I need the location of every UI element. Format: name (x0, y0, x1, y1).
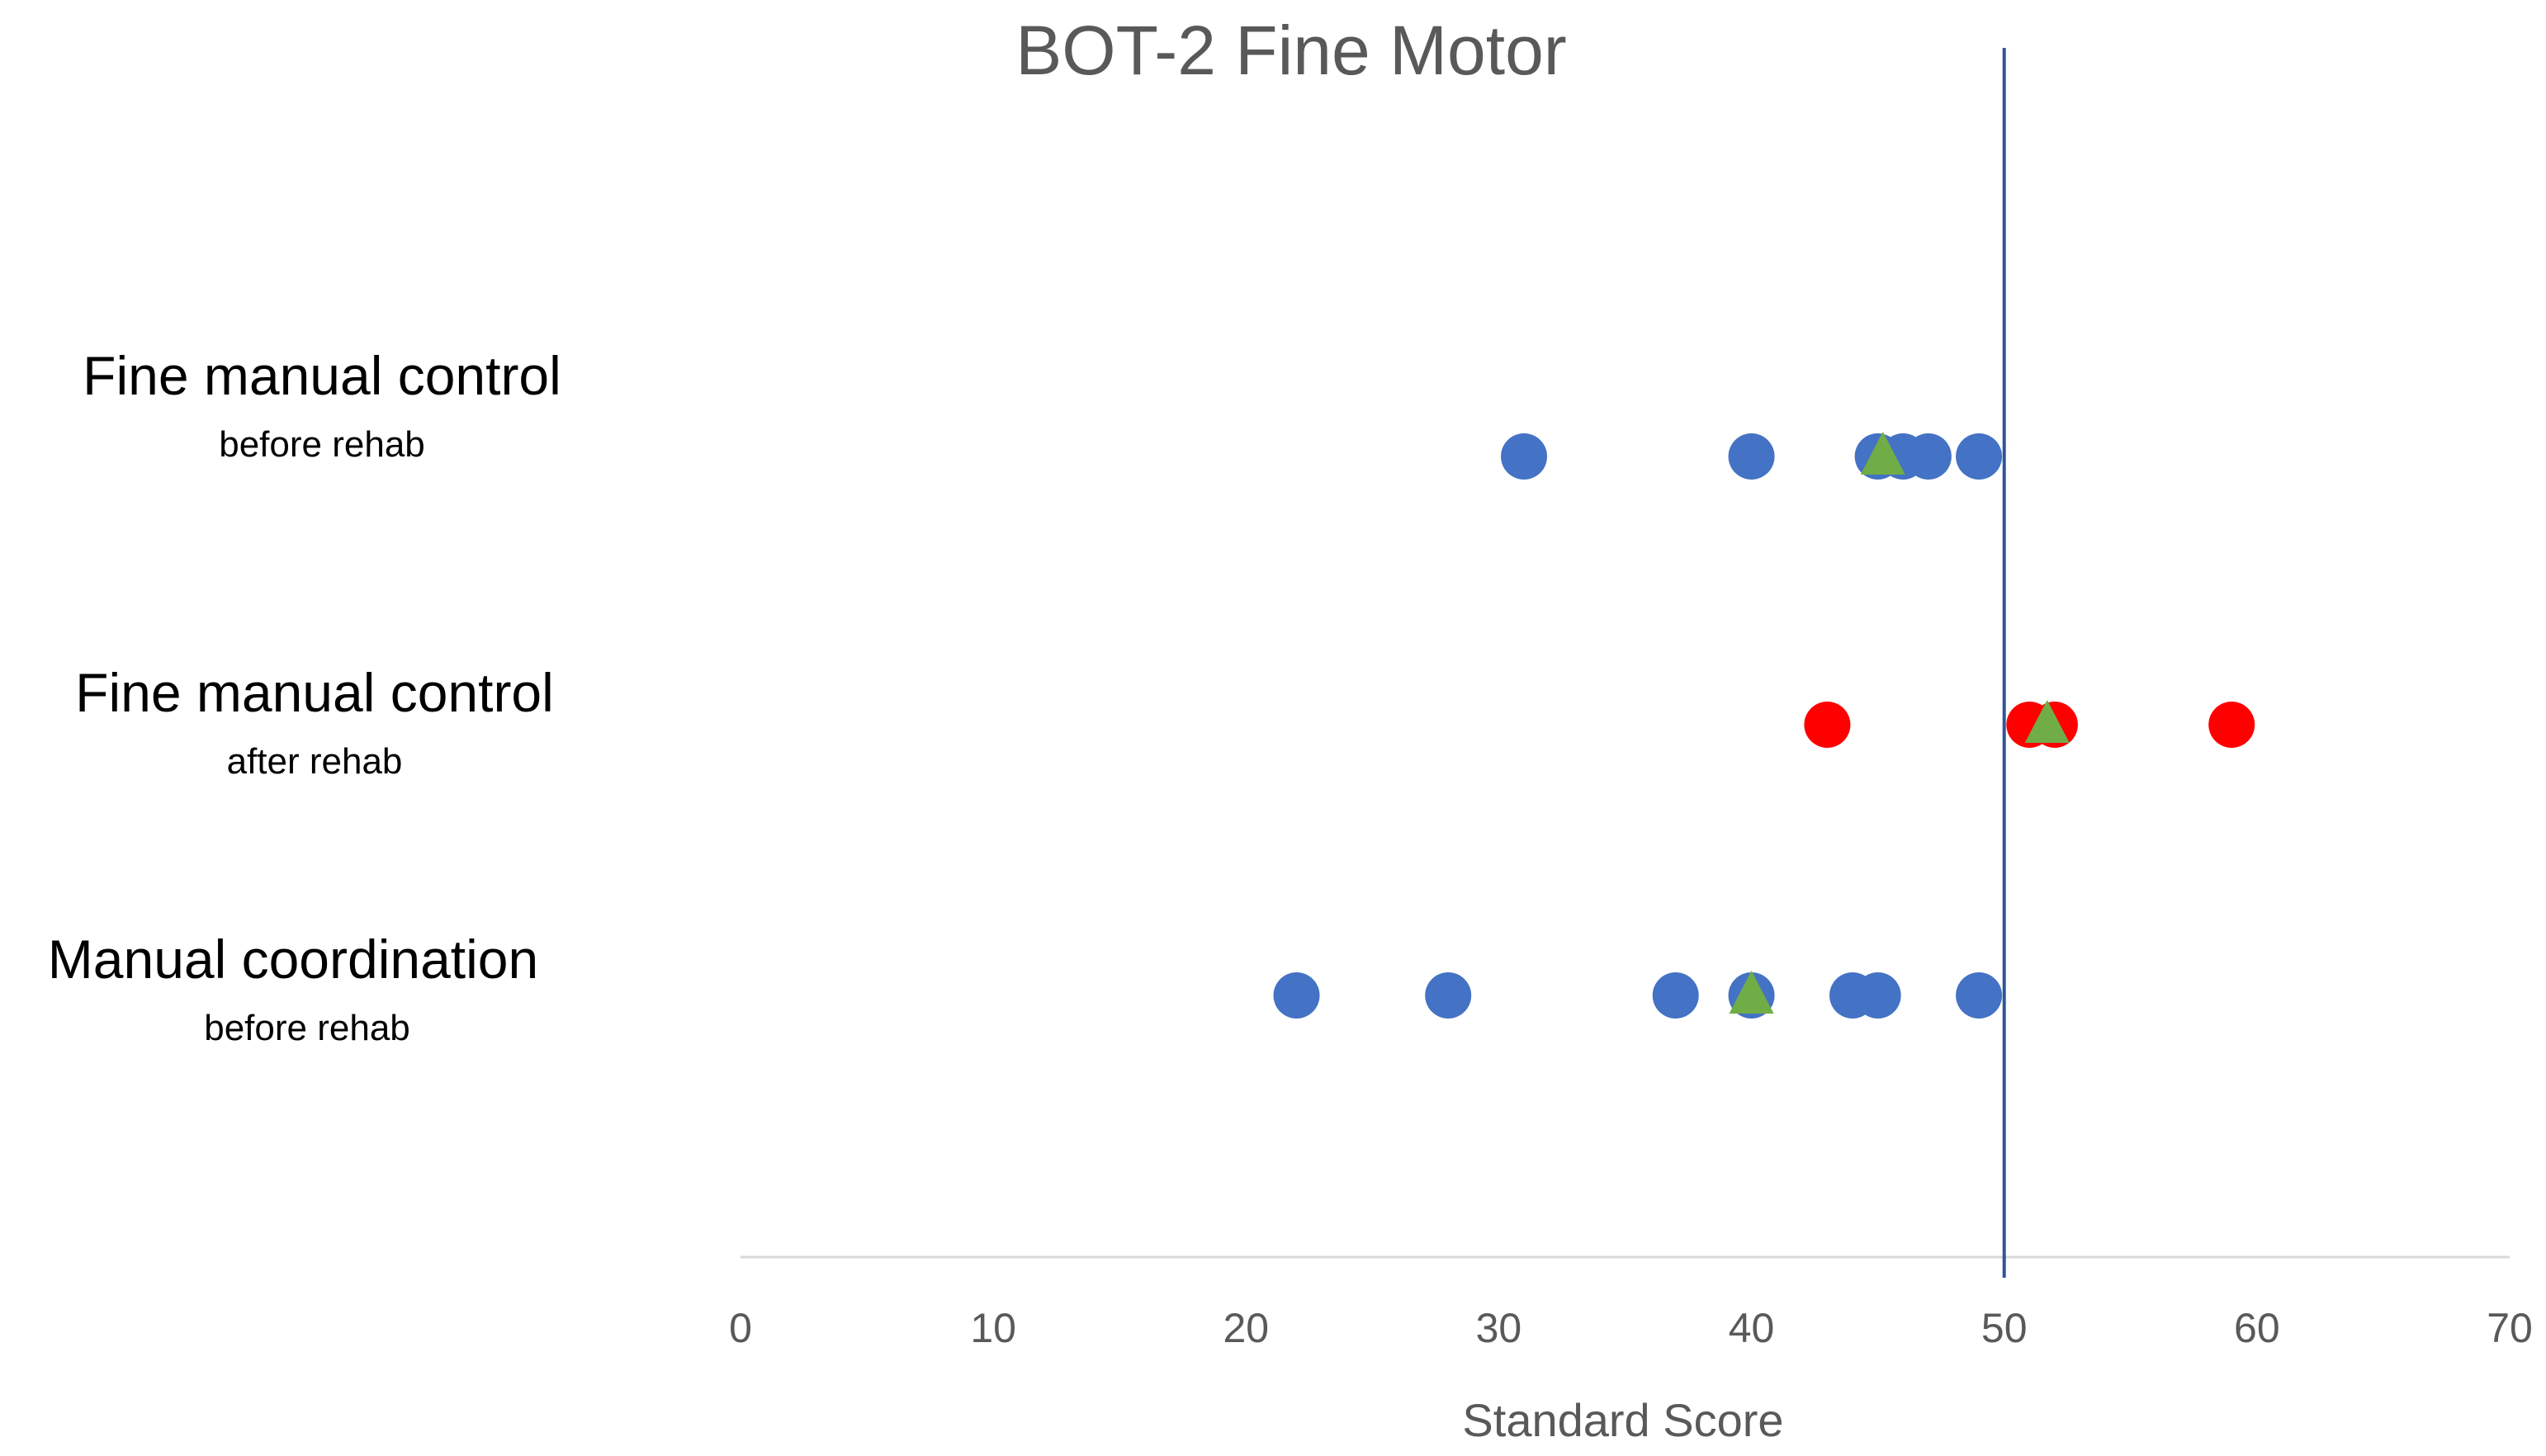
data-point (1854, 972, 1901, 1019)
x-tick-labels: 0 10 20 30 40 50 60 70 (729, 1305, 2533, 1351)
row-sublabel-2: after rehab (227, 741, 403, 782)
x-tick-label: 40 (1729, 1305, 1775, 1351)
mean-marker (1860, 432, 1905, 475)
data-points (1273, 432, 2255, 1019)
data-point (1728, 433, 1775, 480)
data-point (1501, 433, 1548, 480)
data-point (2208, 702, 2255, 748)
row-label-3: Manual coordination (48, 929, 538, 990)
data-point (1273, 972, 1320, 1019)
mean-marker (1729, 971, 1774, 1014)
x-tick-label: 50 (1981, 1305, 2028, 1351)
x-tick-label: 30 (1476, 1305, 1522, 1351)
chart-title: BOT-2 Fine Motor (1015, 12, 1567, 89)
x-tick-label: 70 (2487, 1305, 2533, 1351)
data-point (1652, 972, 1699, 1019)
data-point (1956, 433, 2003, 480)
x-axis-title: Standard Score (1462, 1394, 1783, 1446)
row-label-1: Fine manual control (83, 345, 561, 406)
row-sublabel-3: before rehab (204, 1008, 410, 1048)
x-tick-label: 0 (729, 1305, 752, 1351)
data-point (1956, 972, 2003, 1019)
row-sublabel-1: before rehab (219, 424, 425, 465)
data-point (1425, 972, 1472, 1019)
data-point (1905, 433, 1952, 480)
data-point (1804, 702, 1851, 748)
mean-marker (2024, 700, 2070, 743)
x-tick-label: 60 (2234, 1305, 2280, 1351)
x-tick-label: 10 (970, 1305, 1016, 1351)
row-label-2: Fine manual control (75, 662, 554, 723)
x-tick-label: 20 (1223, 1305, 1269, 1351)
